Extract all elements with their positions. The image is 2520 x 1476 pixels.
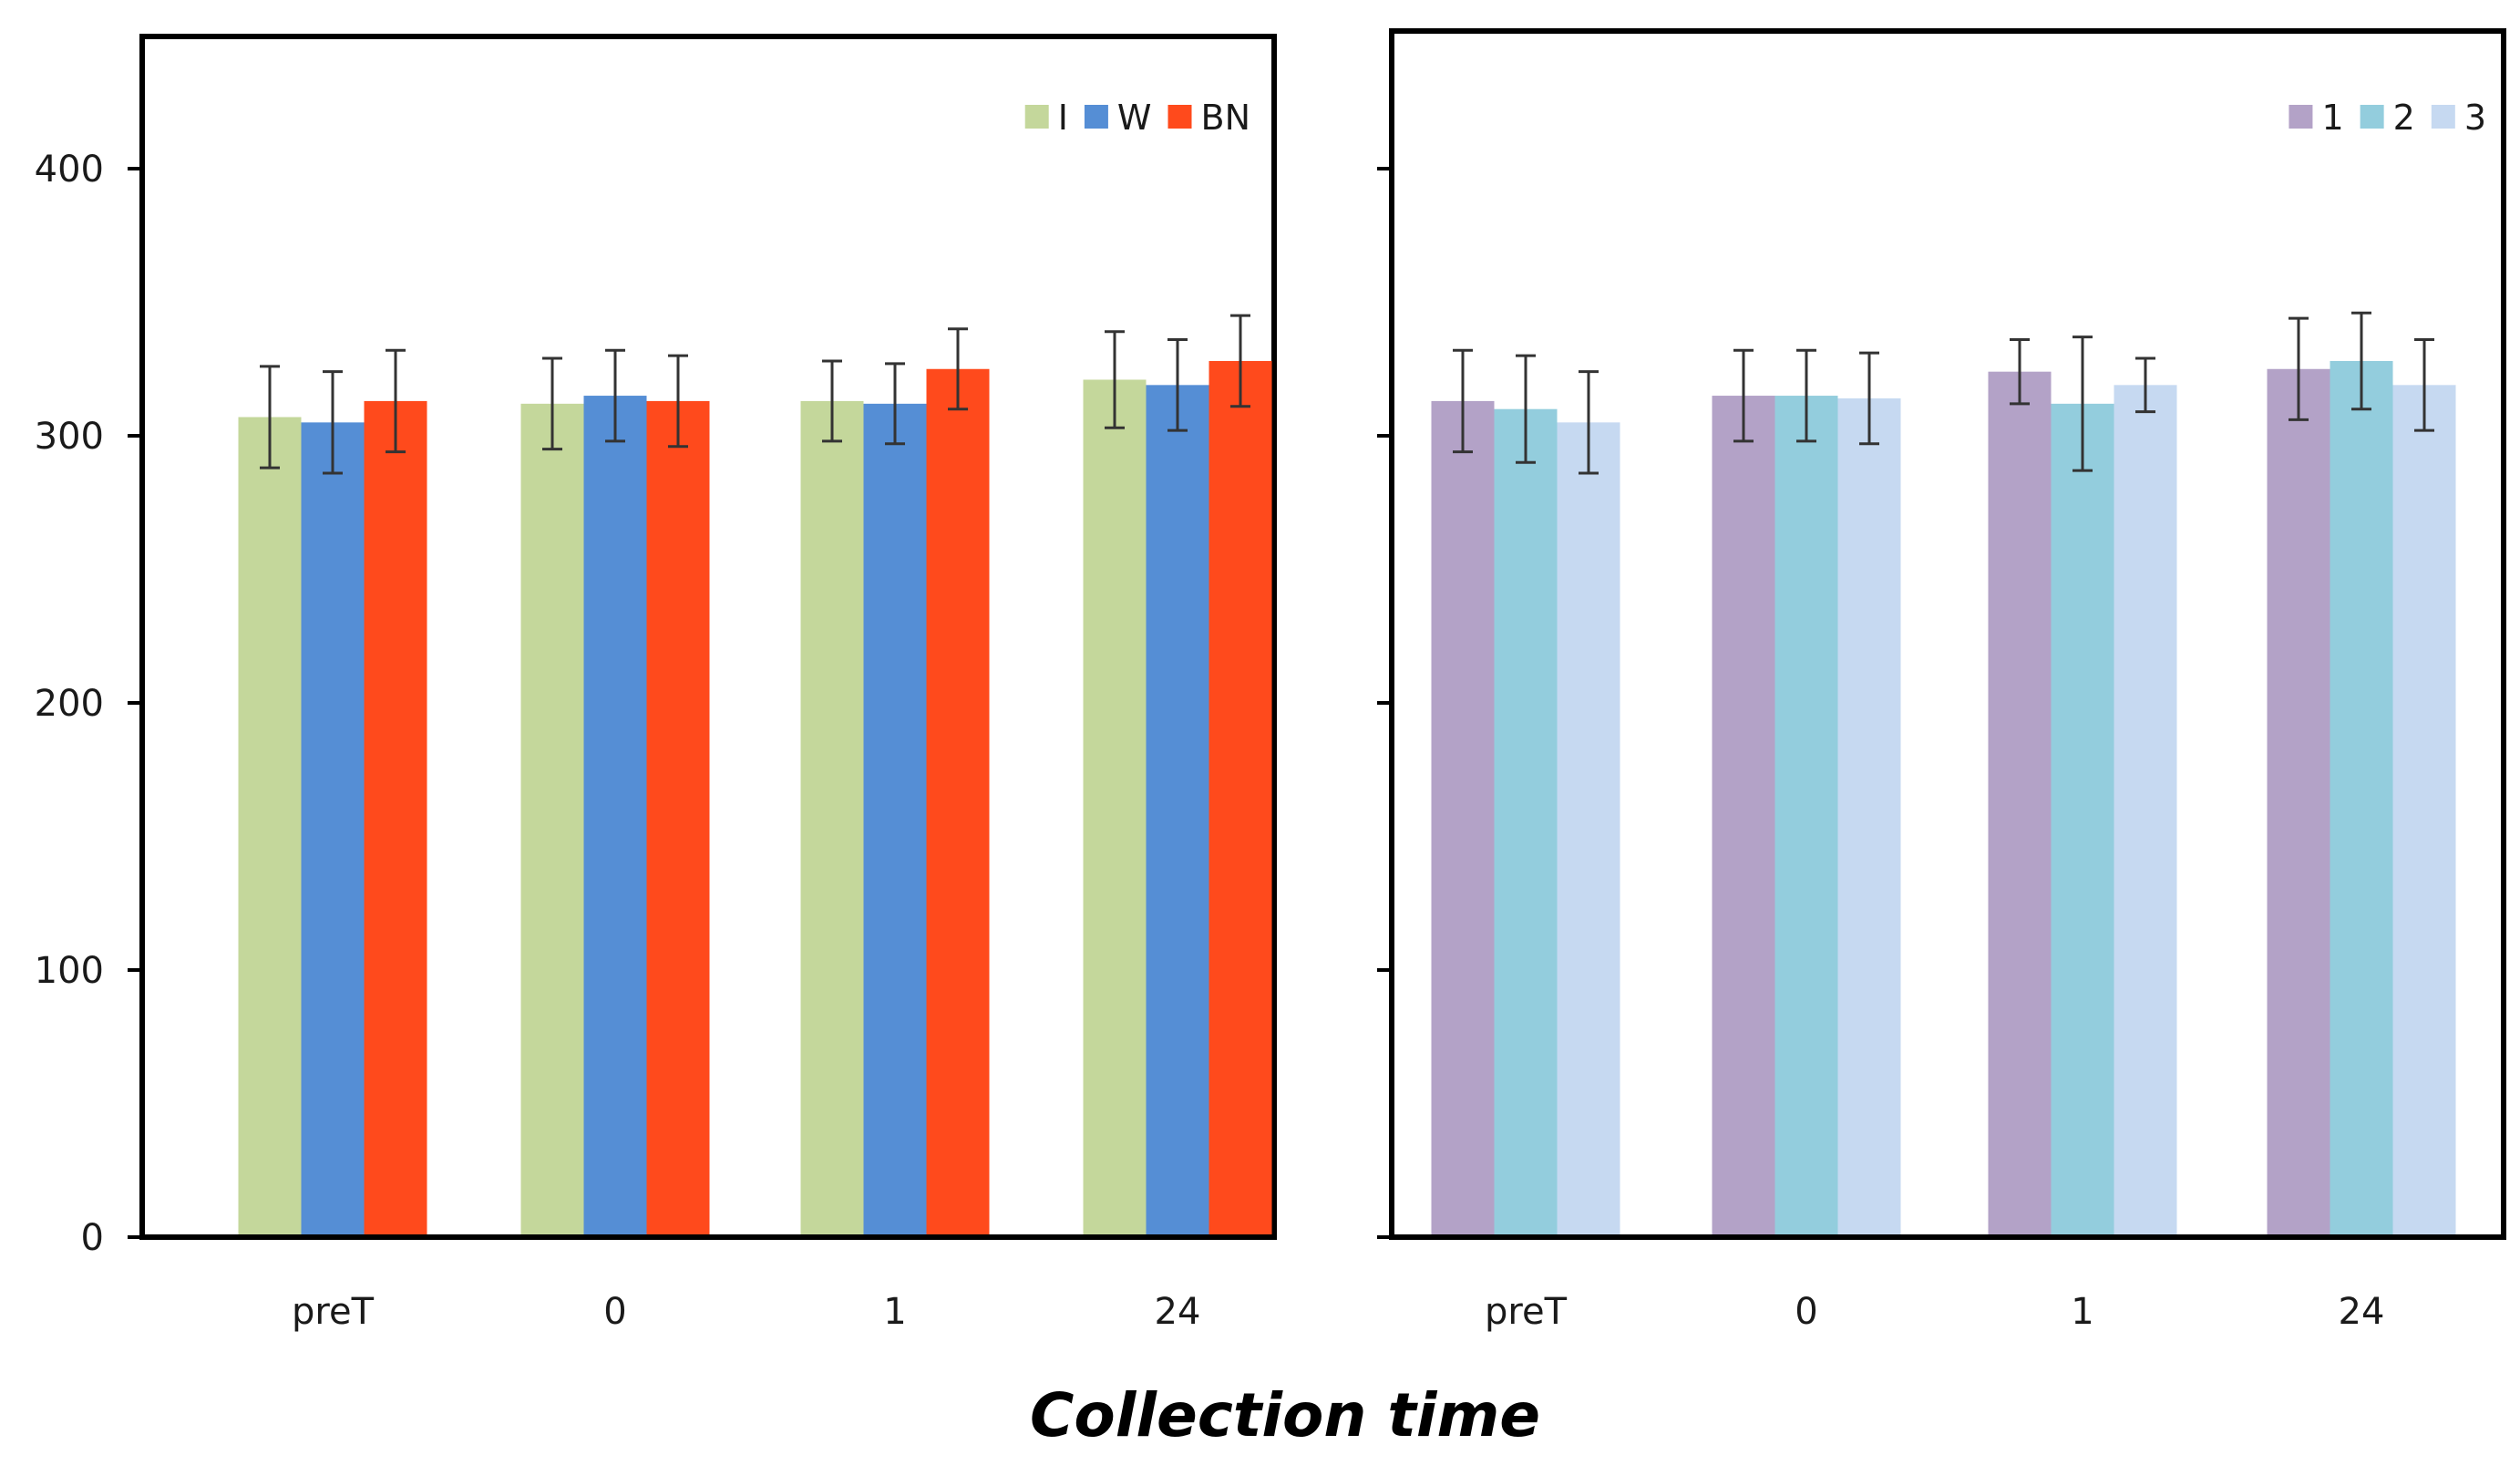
y-tick-label: 100 [35, 950, 104, 992]
bar [926, 368, 990, 1237]
bar [238, 417, 302, 1237]
x-tick-label: preT [292, 1291, 375, 1333]
bar [1431, 400, 1495, 1237]
bar [1083, 379, 1147, 1238]
y-tick-label: 400 [35, 149, 104, 191]
bar [1837, 397, 1901, 1238]
bar [2392, 385, 2456, 1238]
legend-label: 2 [2393, 98, 2415, 138]
bar [2051, 403, 2114, 1238]
bar [1146, 385, 1209, 1238]
bar [800, 400, 864, 1237]
x-tick-label: 0 [1795, 1291, 1817, 1333]
legend-label: BN [1201, 98, 1251, 138]
legend-swatch [2289, 105, 2313, 129]
bar [2267, 368, 2330, 1237]
bar [364, 400, 427, 1237]
y-tick-label: 200 [35, 683, 104, 725]
legend-swatch [2431, 105, 2455, 129]
legend-swatch [1084, 105, 1108, 129]
legend-swatch [2360, 105, 2384, 129]
bar [1494, 408, 1558, 1237]
y-tick-label: 0 [81, 1217, 104, 1259]
legend-swatch [1167, 105, 1192, 129]
legend-label: 3 [2464, 98, 2486, 138]
x-axis-title: Collection time [1030, 1380, 1540, 1450]
bar [583, 396, 647, 1237]
bar [1557, 422, 1620, 1238]
left-panel: 0 100 200 300 400 preT 0 1 24 BN W I [35, 34, 1277, 1333]
right-panel: preT 0 1 24 3 2 1 [1377, 28, 2506, 1333]
legend-label: 1 [2321, 98, 2343, 138]
bar [1774, 396, 1838, 1237]
x-tick-label: 1 [883, 1291, 906, 1333]
bar [646, 400, 710, 1237]
bar [1988, 371, 2052, 1237]
bar [863, 403, 927, 1238]
bar [301, 422, 365, 1238]
x-tick-label: 0 [603, 1291, 626, 1333]
x-tick-label: 24 [1155, 1291, 1201, 1333]
bar [1712, 396, 1775, 1237]
bar [2114, 385, 2177, 1238]
x-tick-label: preT [1485, 1291, 1568, 1333]
y-tick-label: 300 [35, 416, 104, 458]
x-tick-label: 1 [2071, 1291, 2093, 1333]
legend-label: I [1058, 98, 1068, 138]
x-tick-label: 24 [2339, 1291, 2385, 1333]
legend-label: W [1117, 98, 1152, 138]
bar [520, 403, 584, 1238]
bar [1209, 360, 1272, 1238]
legend-swatch [1024, 105, 1049, 129]
bar [2330, 360, 2393, 1238]
